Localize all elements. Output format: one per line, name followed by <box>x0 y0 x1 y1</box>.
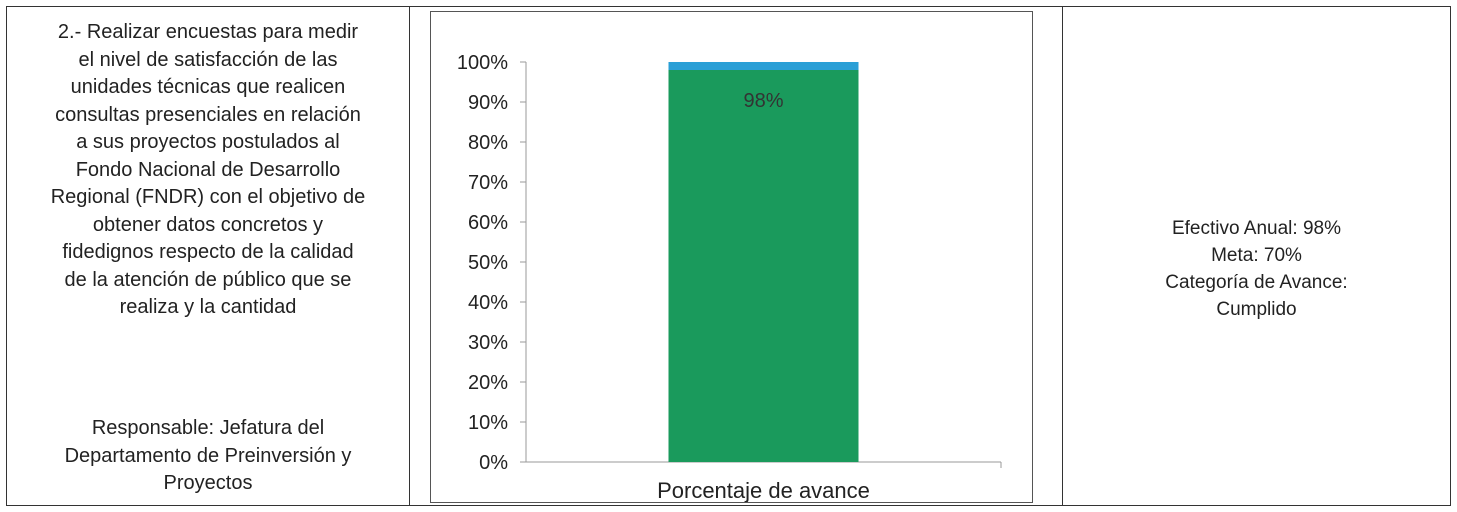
responsible-line: Departamento de Preinversión y <box>64 444 352 467</box>
activity-line: de la atención de público que se <box>64 268 352 291</box>
activity-line: a sus proyectos postulados al <box>76 131 340 153</box>
activity-line: el nivel de satisfacción de las <box>78 48 338 71</box>
y-tick-label: 90% <box>468 92 508 114</box>
y-tick-label: 100% <box>457 52 508 74</box>
y-tick-label: 80% <box>468 132 508 154</box>
activity-line: unidades técnicas que realicen <box>70 76 346 98</box>
y-tick-label: 0% <box>479 452 508 474</box>
y-tick-label: 70% <box>468 172 508 194</box>
y-tick-label: 50% <box>468 252 508 274</box>
efectivo-label: Efectivo Anual: <box>1171 218 1298 239</box>
responsible-line: Responsable: Jefatura del <box>91 417 325 439</box>
summary-block: Efectivo Anual: 98% Meta: 70% Categoría … <box>1063 215 1450 323</box>
categoria-value: Cumplido <box>1216 299 1297 320</box>
activity-line: consultas presenciales en relación <box>55 103 361 126</box>
categoria-label: Categoría de Avance: <box>1165 272 1348 293</box>
y-tick-label: 30% <box>468 332 508 354</box>
y-tick-label: 20% <box>468 372 508 394</box>
efectivo-anual: Efectivo Anual: 98% <box>1063 215 1450 242</box>
summary-cell: Efectivo Anual: 98% Meta: 70% Categoría … <box>1063 7 1450 505</box>
bar-segment <box>668 62 859 70</box>
activity-line: 2.- Realizar encuestas para medir <box>57 21 359 43</box>
activity-line: Fondo Nacional de Desarrollo <box>75 158 341 181</box>
y-tick-label: 60% <box>468 212 508 234</box>
y-tick-label: 10% <box>468 412 508 434</box>
indicator-table-row: 2.- Realizar encuestas para medir el niv… <box>6 6 1451 506</box>
activity-line: realiza y la cantidad <box>119 296 297 318</box>
meta-label: Meta: <box>1211 245 1259 266</box>
activity-cell: 2.- Realizar encuestas para medir el niv… <box>7 7 410 505</box>
responsible-text: Responsable: Jefatura del Departamento d… <box>19 415 397 498</box>
activity-line: obtener datos concretos y <box>92 213 324 236</box>
y-tick-label: 40% <box>468 292 508 314</box>
meta-value: 70% <box>1263 245 1302 266</box>
activity-description: 2.- Realizar encuestas para medir el niv… <box>19 19 397 322</box>
progress-bar-chart: 0% 10% 20% 30% 40% 50% 60% 70% 80% 90% 100% 98% Porc… <box>457 52 1002 503</box>
activity-line: fidedignos respecto de la calidad <box>62 241 354 263</box>
efectivo-value: 98% <box>1302 218 1341 239</box>
chart-box: 0% 10% 20% 30% 40% 50% 60% 70% 80% 90% 100% 98% Porc… <box>430 11 1033 503</box>
meta: Meta: 70% <box>1063 242 1450 269</box>
activity-line: Regional (FNDR) con el objetivo de <box>50 186 366 208</box>
data-label: 98% <box>743 90 783 112</box>
chart-cell: 0% 10% 20% 30% 40% 50% 60% 70% 80% 90% 100% 98% Porc… <box>410 7 1063 505</box>
responsible-line: Proyectos <box>163 472 253 494</box>
x-tick-label: Porcentaje de avance <box>657 478 870 502</box>
bar-segment <box>668 70 859 462</box>
